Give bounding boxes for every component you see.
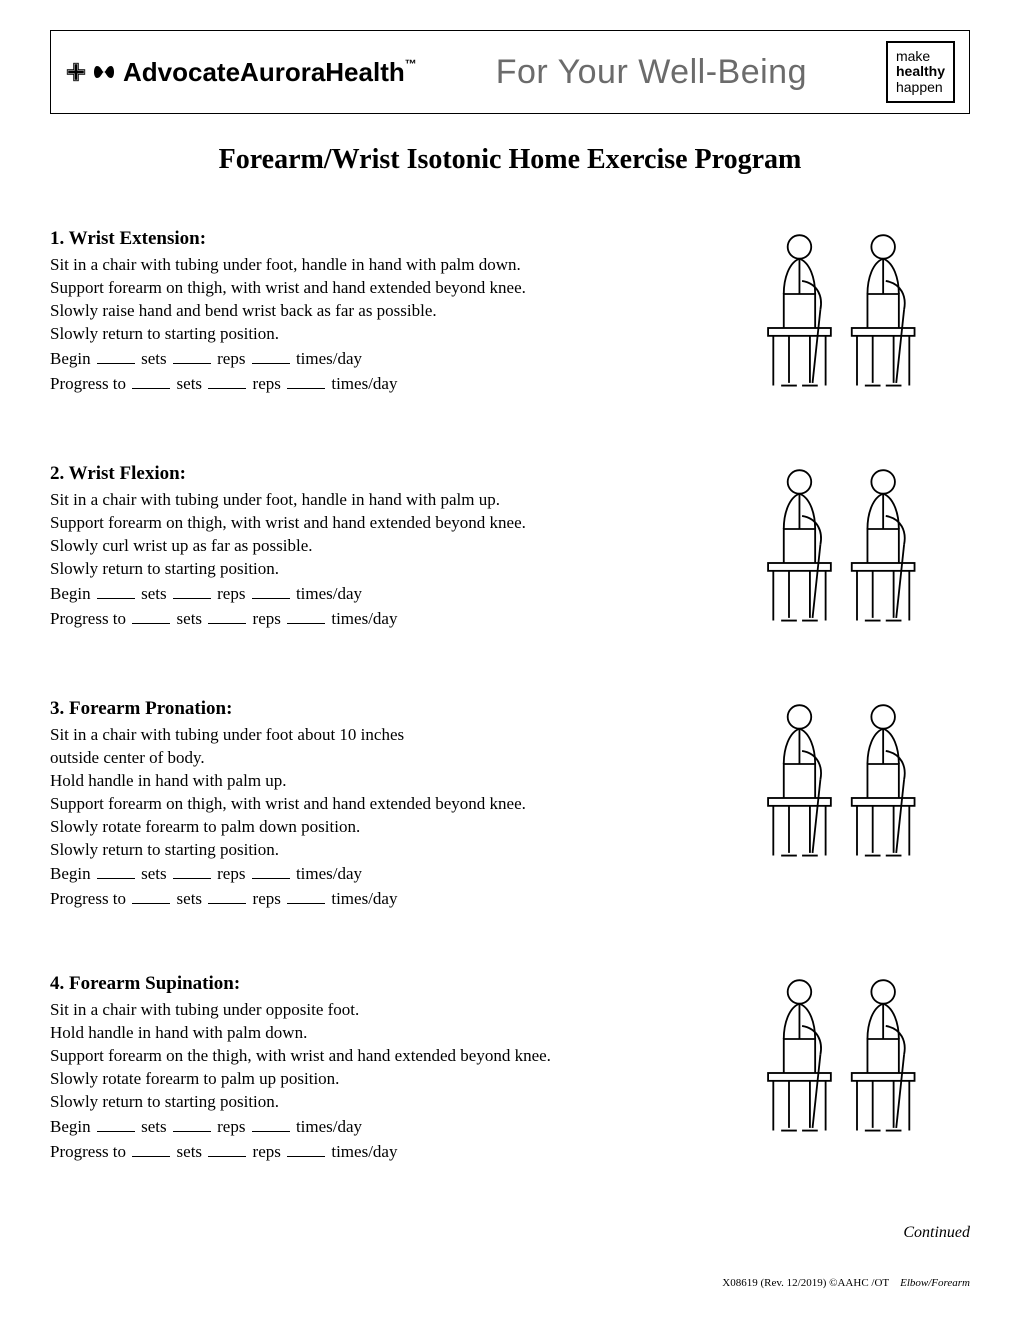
slogan-box: make healthy happen <box>886 41 955 103</box>
exercise-block: 3. Forearm Pronation: Sit in a chair wit… <box>50 696 970 911</box>
exercise-figure-wrap <box>710 696 970 871</box>
exercise-line: outside center of body. <box>50 747 690 770</box>
infinity-icon <box>91 63 117 81</box>
exercise-text: 1. Wrist Extension: Sit in a chair with … <box>50 226 710 395</box>
fill-line: Progress to sets reps times/day <box>50 886 690 911</box>
brand-icons <box>65 61 117 83</box>
brand-text: AdvocateAuroraHealth™ <box>123 57 417 88</box>
brand-logo: AdvocateAuroraHealth™ <box>65 57 417 88</box>
fill-line: Progress to sets reps times/day <box>50 606 690 631</box>
exercise-line: Hold handle in hand with palm down. <box>50 1022 690 1045</box>
exercise-text: 3. Forearm Pronation: Sit in a chair wit… <box>50 696 710 911</box>
footer: X08619 (Rev. 12/2019) ©AAHC /OT Elbow/Fo… <box>50 1277 970 1289</box>
continued-label: Continued <box>50 1224 970 1242</box>
exercise-figure <box>710 971 970 1141</box>
exercise-line: Hold handle in hand with palm up. <box>50 770 690 793</box>
exercise-block: 1. Wrist Extension: Sit in a chair with … <box>50 226 970 401</box>
exercise-text: 4. Forearm Supination: Sit in a chair wi… <box>50 971 710 1163</box>
exercise-line: Slowly return to starting position. <box>50 839 690 862</box>
exercise-line: Slowly raise hand and bend wrist back as… <box>50 300 690 323</box>
exercise-line: Support forearm on thigh, with wrist and… <box>50 793 690 816</box>
exercise-block: 2. Wrist Flexion: Sit in a chair with tu… <box>50 461 970 636</box>
fill-line: Begin sets reps times/day <box>50 346 690 371</box>
exercise-figure <box>710 696 970 866</box>
exercise-line: Slowly rotate forearm to palm down posit… <box>50 816 690 839</box>
slogan-line3: happen <box>896 80 945 95</box>
slogan-line1: make <box>896 49 945 64</box>
exercise-line: Slowly return to starting position. <box>50 1091 690 1114</box>
exercise-text: 2. Wrist Flexion: Sit in a chair with tu… <box>50 461 710 630</box>
exercise-line: Slowly return to starting position. <box>50 558 690 581</box>
exercise-line: Support forearm on thigh, with wrist and… <box>50 277 690 300</box>
footer-topic: Elbow/Forearm <box>900 1277 970 1289</box>
exercise-block: 4. Forearm Supination: Sit in a chair wi… <box>50 971 970 1163</box>
fill-line: Progress to sets reps times/day <box>50 371 690 396</box>
fill-line: Begin sets reps times/day <box>50 1114 690 1139</box>
exercise-line: Sit in a chair with tubing under foot ab… <box>50 724 690 747</box>
exercise-line: Support forearm on thigh, with wrist and… <box>50 512 690 535</box>
slogan-line2: healthy <box>896 64 945 79</box>
tagline: For Your Well-Being <box>496 53 807 92</box>
exercise-heading: 3. Forearm Pronation: <box>50 696 690 722</box>
exercise-line: Sit in a chair with tubing under foot, h… <box>50 489 690 512</box>
exercise-line: Slowly rotate forearm to palm up positio… <box>50 1068 690 1091</box>
exercise-line: Slowly curl wrist up as far as possible. <box>50 535 690 558</box>
exercise-figure-wrap <box>710 226 970 401</box>
exercise-figure-wrap <box>710 461 970 636</box>
exercise-figure <box>710 226 970 396</box>
fill-line: Progress to sets reps times/day <box>50 1139 690 1164</box>
exercise-line: Sit in a chair with tubing under opposit… <box>50 999 690 1022</box>
exercise-figure <box>710 461 970 631</box>
exercise-heading: 1. Wrist Extension: <box>50 226 690 252</box>
page-title: Forearm/Wrist Isotonic Home Exercise Pro… <box>50 144 970 176</box>
fill-line: Begin sets reps times/day <box>50 581 690 606</box>
header-box: AdvocateAuroraHealth™ For Your Well-Bein… <box>50 30 970 114</box>
exercise-figure-wrap <box>710 971 970 1146</box>
exercise-line: Sit in a chair with tubing under foot, h… <box>50 254 690 277</box>
fill-line: Begin sets reps times/day <box>50 861 690 886</box>
exercise-heading: 4. Forearm Supination: <box>50 971 690 997</box>
exercise-line: Slowly return to starting position. <box>50 323 690 346</box>
exercise-line: Support forearm on the thigh, with wrist… <box>50 1045 690 1068</box>
footer-code: X08619 (Rev. 12/2019) ©AAHC /OT <box>722 1277 889 1289</box>
exercise-heading: 2. Wrist Flexion: <box>50 461 690 487</box>
plus-icon <box>65 61 87 83</box>
